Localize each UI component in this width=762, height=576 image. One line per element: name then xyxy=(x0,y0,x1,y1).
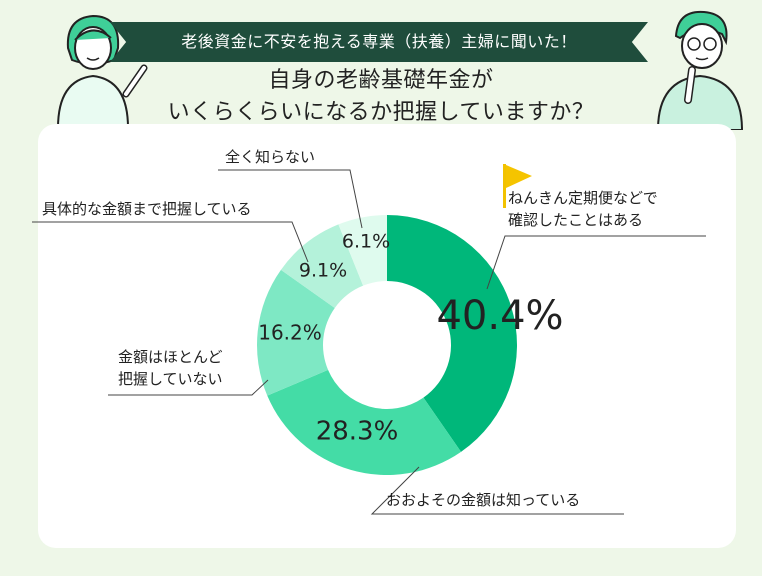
flag-icon xyxy=(503,164,532,208)
category-label-1: ねんきん定期便などで確認したことはある xyxy=(508,189,658,229)
category-label-2: おおよその金額は知っている xyxy=(386,491,580,509)
value-label-1: 40.4% xyxy=(436,293,563,339)
chart-card xyxy=(38,124,736,548)
value-label-5: 6.1% xyxy=(342,231,390,253)
survey-banner: 老後資金に不安を抱える専業（扶養）主婦に聞いた！ xyxy=(110,22,648,62)
man-illustration xyxy=(656,10,744,130)
category-label-5: 全く知らない xyxy=(225,148,315,166)
category-label-4: 具体的な金額まで把握している xyxy=(42,200,252,218)
donut-slice-1 xyxy=(387,215,517,452)
page-title-line2: いくらくらいになるか把握していますか？ xyxy=(167,100,595,125)
donut-slice-3 xyxy=(257,269,335,396)
woman-illustration xyxy=(56,14,148,128)
leader-line-2 xyxy=(370,466,624,515)
value-label-3: 16.2% xyxy=(258,321,322,345)
leader-line-1 xyxy=(486,235,706,290)
category-label-3: 金額はほとんど把握していない xyxy=(118,348,223,388)
leader-line-3 xyxy=(108,379,269,396)
donut-slice-4 xyxy=(280,224,364,308)
leader-line-5 xyxy=(218,169,363,229)
donut-slice-2 xyxy=(267,369,462,476)
leader-line-4 xyxy=(32,221,309,263)
page-title-line1: 自身の老齢基礎年金が xyxy=(268,68,494,93)
value-label-2: 28.3% xyxy=(316,417,399,447)
value-label-4: 9.1% xyxy=(299,260,347,282)
donut-slice-5 xyxy=(338,215,387,286)
